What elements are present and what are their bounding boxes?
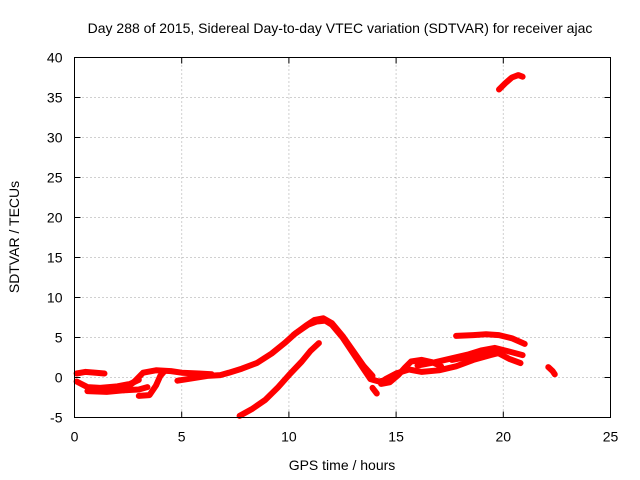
series-line-track-o [545,364,558,378]
x-tick-label: 20 [496,429,512,445]
series-line-track-h [290,315,376,379]
y-tick-label: 40 [47,50,63,66]
x-tick-label: 10 [281,429,297,445]
series-line-track-i [369,384,380,397]
x-axis-label: GPS time / hours [289,457,396,473]
x-tick-label: 0 [71,429,79,445]
y-tick-label: 20 [47,210,63,226]
series-line-track-g [236,340,322,419]
ticks: 0 5 10 15 20 25 -5 0 5 10 15 20 25 30 35 40 [47,50,619,445]
y-tick-label: 15 [47,250,63,266]
x-tick-label: 5 [178,429,186,445]
x-tick-label: 15 [388,429,404,445]
y-tick-label: 35 [47,90,63,106]
y-tick-label: 0 [55,370,63,386]
series-layer [73,72,558,419]
chart-title: Day 288 of 2015, Sidereal Day-to-day VTE… [88,20,593,36]
series-line-track-e [135,368,168,399]
y-tick-label: 5 [55,330,63,346]
x-tick-label: 25 [603,429,619,445]
y-tick-label: 25 [47,170,63,186]
y-axis-label: SDTVAR / TECUs [6,181,22,293]
y-tick-label: -5 [50,410,63,426]
series-line-track-k [382,348,507,383]
y-tick-label: 10 [47,290,63,306]
y-tick-label: 30 [47,130,63,146]
series-line-track-p [496,72,526,93]
series-line-track-n [453,331,528,347]
grid [74,57,611,418]
plot-frame [74,57,611,418]
series-line-track-m [448,346,524,367]
series-line-track-a [73,368,108,377]
